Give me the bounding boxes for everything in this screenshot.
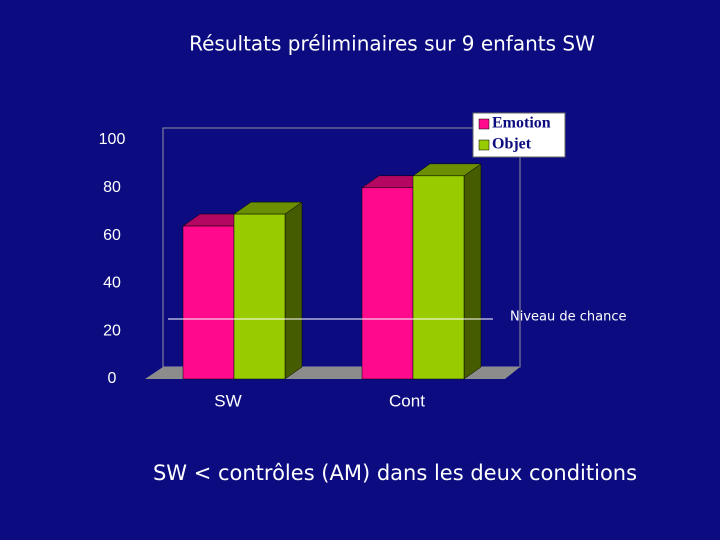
legend-label: Objet	[492, 136, 532, 153]
legend-swatch	[478, 118, 490, 130]
chart-title: Résultats préliminaires sur 9 enfants SW	[189, 32, 595, 56]
bar	[233, 201, 303, 380]
bar-front	[412, 175, 465, 380]
bar-front	[182, 225, 235, 380]
x-tick-label: SW	[214, 391, 241, 410]
y-tick-label: 20	[103, 322, 121, 339]
y-tick-label: 80	[103, 179, 121, 196]
y-tick-label: 0	[108, 370, 117, 387]
x-tick-label: Cont	[389, 391, 425, 410]
bar-front	[361, 187, 414, 380]
y-tick-label: 60	[103, 227, 121, 244]
bar-side	[463, 163, 482, 380]
legend-swatch	[478, 139, 490, 151]
footer: SW < contrôles (AM) dans les deux condit…	[153, 461, 637, 485]
y-tick-label: 40	[103, 275, 121, 292]
legend-label: Emotion	[492, 115, 551, 132]
y-tick-label: 100	[99, 131, 126, 148]
bar-front	[233, 213, 286, 380]
bar-side	[284, 201, 303, 380]
reference-label: Niveau de chance	[510, 310, 627, 325]
bar	[412, 163, 482, 380]
